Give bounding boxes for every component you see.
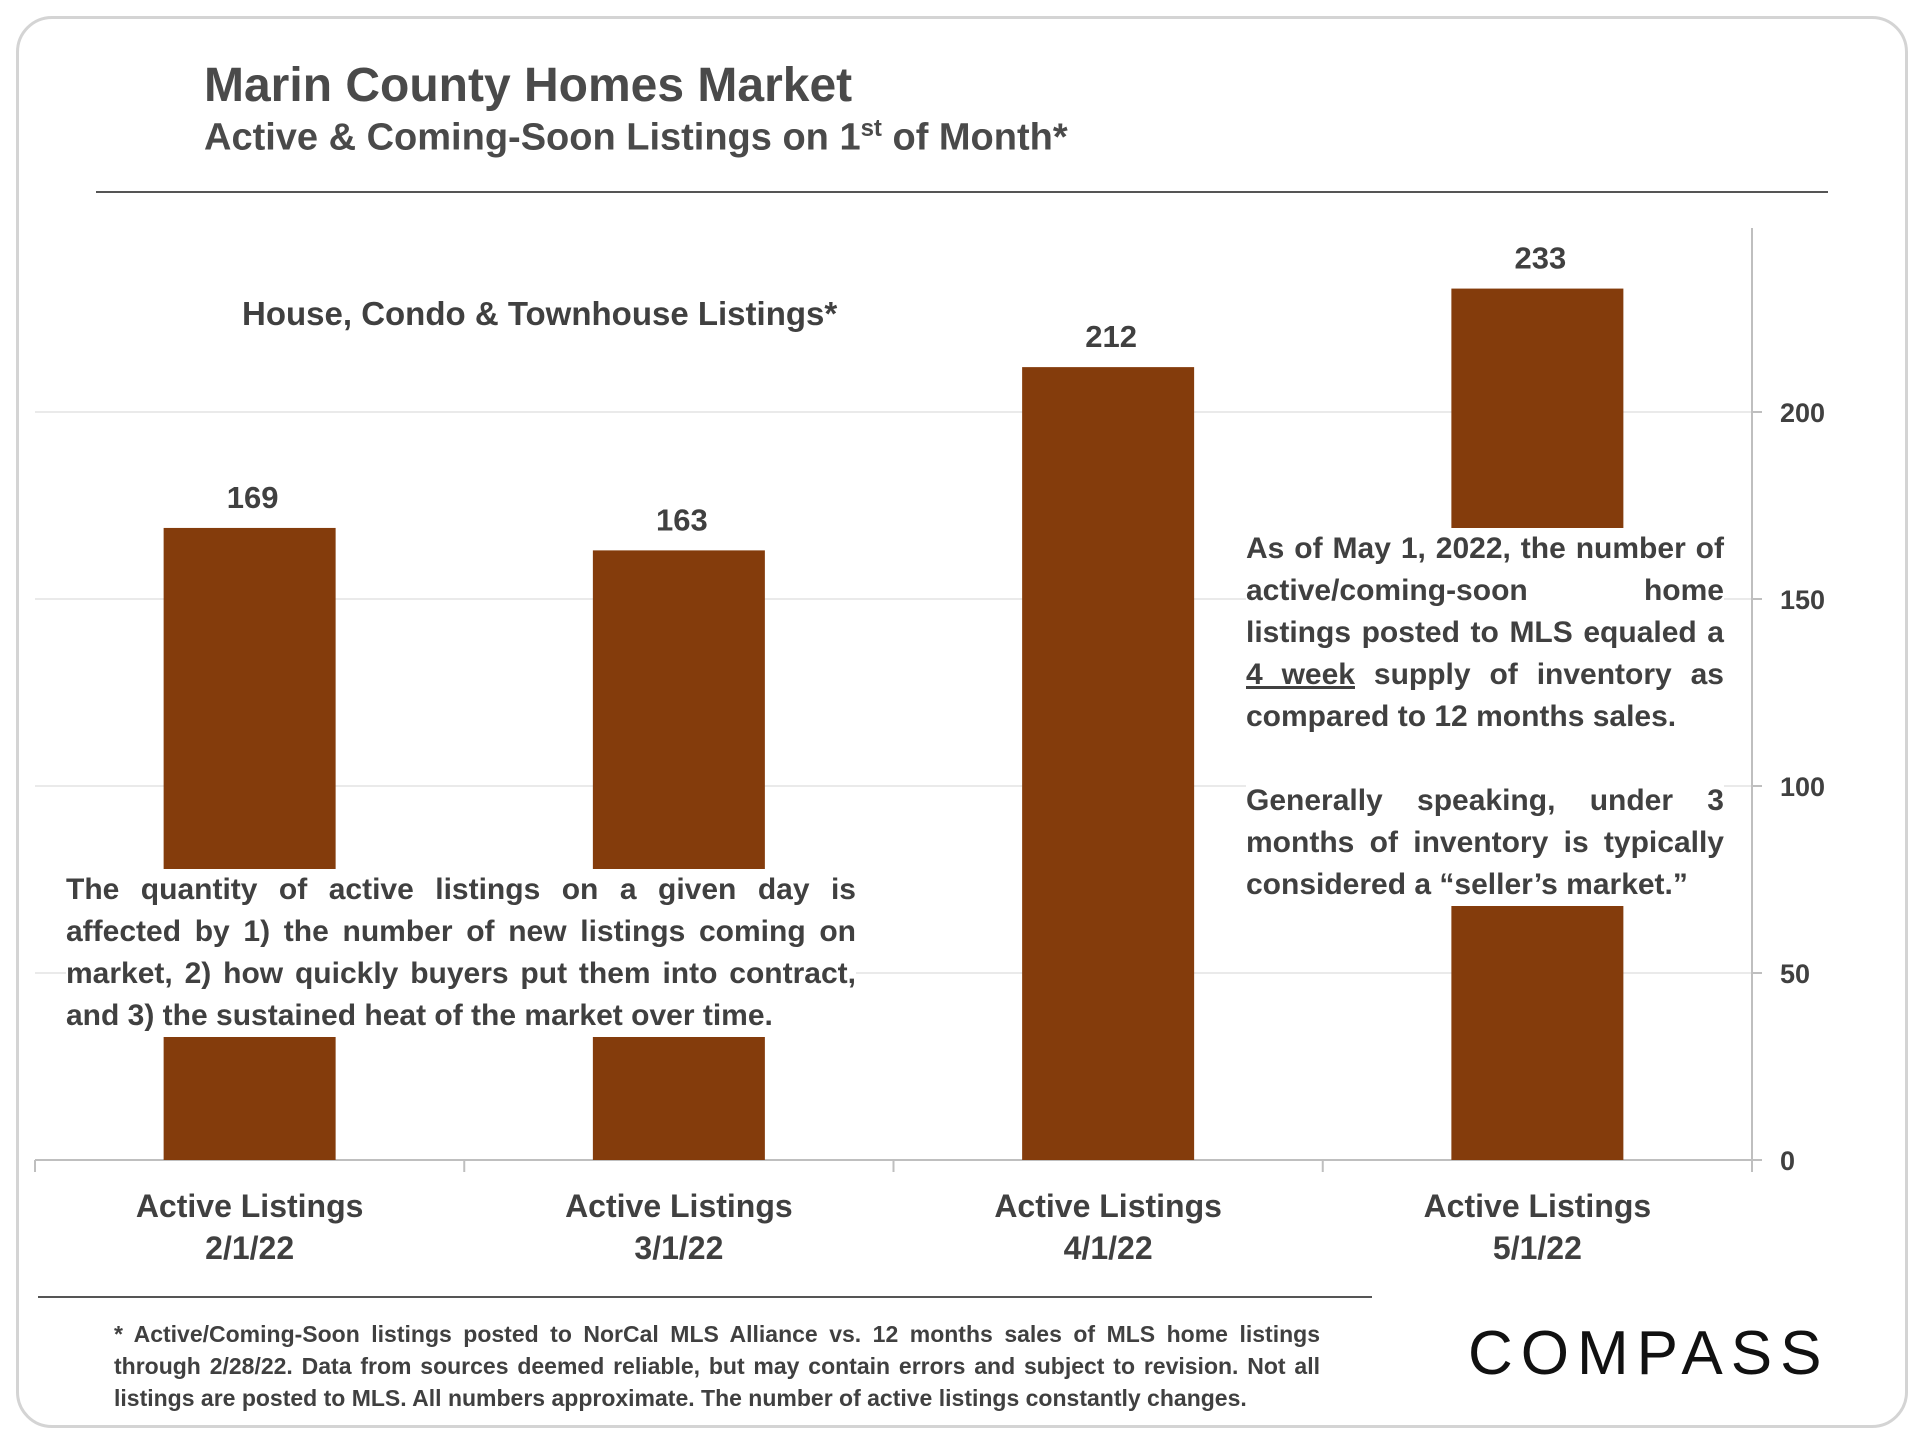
chart-title: Marin County Homes Market xyxy=(204,59,853,112)
annotation-right-p1-b: supply of inventory as compared to 12 mo… xyxy=(1246,658,1724,733)
x-tick-label: Active Listings xyxy=(136,1188,364,1224)
annotation-left-text: The quantity of active listings on a giv… xyxy=(66,873,856,1032)
x-tick-label: Active Listings xyxy=(994,1188,1222,1224)
footnote: * Active/Coming-Soon listings posted to … xyxy=(114,1321,1320,1411)
annotation-right: As of May 1, 2022, the number of active/… xyxy=(1246,528,1724,906)
compass-logo: COMPASS xyxy=(1468,1319,1830,1388)
data-label: 212 xyxy=(1085,319,1137,354)
chart-subtitle: Active & Coming-Soon Listings on 1st of … xyxy=(204,115,1068,160)
y-tick-label: 150 xyxy=(1780,585,1825,615)
y-tick-label: 0 xyxy=(1780,1146,1795,1176)
subtitle-pre: Active & Coming-Soon Listings on 1 xyxy=(204,116,861,159)
series-label: House, Condo & Townhouse Listings* xyxy=(242,295,838,332)
annotation-right-p1-a: As of May 1, 2022, the number of active/… xyxy=(1246,532,1724,649)
y-tick-label: 50 xyxy=(1780,959,1810,989)
x-tick-label: Active Listings xyxy=(1424,1188,1652,1224)
annotation-right-p1: As of May 1, 2022, the number of active/… xyxy=(1246,528,1724,738)
annotation-left: The quantity of active listings on a giv… xyxy=(66,869,856,1037)
y-tick-label: 200 xyxy=(1780,398,1825,428)
subtitle-sup: st xyxy=(860,115,882,142)
annotation-right-p1-underline: 4 week xyxy=(1246,658,1355,691)
data-label: 169 xyxy=(227,480,279,515)
x-tick-label: 5/1/22 xyxy=(1493,1230,1582,1266)
subtitle-post: of Month* xyxy=(881,116,1068,159)
annotation-right-p2: Generally speaking, under 3 months of in… xyxy=(1246,784,1724,901)
y-tick-label: 100 xyxy=(1780,772,1825,802)
x-tick-label: 3/1/22 xyxy=(634,1230,723,1266)
x-tick-label: 4/1/22 xyxy=(1064,1230,1153,1266)
footer-divider xyxy=(38,1296,1372,1298)
bar-4/1/22 xyxy=(1022,367,1195,1160)
x-tick-label: 2/1/22 xyxy=(205,1230,294,1266)
bar-3/1/22 xyxy=(592,550,765,1160)
bar-2/1/22 xyxy=(163,527,336,1160)
data-label: 163 xyxy=(656,502,708,537)
data-label: 233 xyxy=(1515,241,1567,276)
header-divider xyxy=(96,191,1828,193)
x-tick-label: Active Listings xyxy=(565,1188,793,1224)
